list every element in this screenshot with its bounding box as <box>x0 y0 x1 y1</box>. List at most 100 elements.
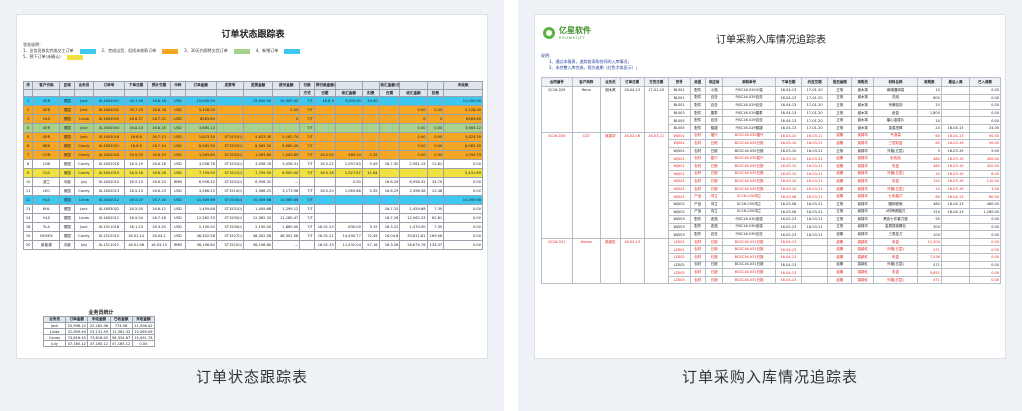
table-cell: SC16-030鸿立 <box>722 199 776 209</box>
table-cell: 16-04-13 <box>774 237 803 247</box>
table-cell <box>272 123 301 133</box>
table-cell: 10 <box>916 101 942 110</box>
column-subheader <box>147 89 171 97</box>
table-cell: 黑色七件套刀座 <box>873 215 918 224</box>
table-cell: 16-02-23 <box>774 222 803 232</box>
table-cell: PJSC16-029百亚 <box>722 101 776 110</box>
table-cell: 16-03-08 <box>774 199 803 209</box>
table-cell: 正常 <box>827 207 853 217</box>
table-cell: PJSC16-029捷泰 <box>722 108 776 118</box>
column-subheader: 收汇金额 <box>399 89 428 97</box>
table-row: 18 YLA 德国 Jack XL1511018 16.1.23 16.3.20 USD 2,1… <box>22 222 483 232</box>
table-cell: 彩盒 <box>873 177 918 186</box>
table-cell: 120 <box>916 207 942 217</box>
table-cell: 美国 <box>59 186 76 196</box>
table-cell: USD <box>170 141 186 151</box>
table-cell: 16.6.20 <box>147 177 171 187</box>
table-cell: Linda <box>74 195 94 205</box>
table-cell: 16.2.20 <box>313 150 336 160</box>
table-cell: 16.04.1 <box>147 231 171 241</box>
table-cell: BL001 <box>667 93 691 103</box>
table-cell: 34.79 <box>426 177 445 187</box>
table-cell: USD <box>170 231 186 241</box>
column-header: 发票金额 <box>242 81 274 90</box>
table-cell: 三层彩盒 <box>873 139 918 148</box>
table-cell: WJ001 <box>667 184 691 194</box>
column-subheader <box>92 89 126 97</box>
table-cell <box>313 195 336 205</box>
table-cell: 14 <box>22 213 34 223</box>
table-cell: 梁颖虹 <box>851 245 875 255</box>
table-cell: 0.00 <box>426 105 445 115</box>
table-cell: 产品 <box>689 192 706 201</box>
table-cell: 16-03-10 <box>774 161 803 171</box>
table-cell: XL1602012 <box>92 213 126 223</box>
table-cell: 11,432.04 <box>334 240 363 250</box>
table-cell: 5,431.69 <box>443 168 483 178</box>
table-cell: 德国 <box>59 222 76 232</box>
table-cell: 33,811.81 <box>399 231 428 241</box>
table-cell: 3,000.00 <box>334 96 363 106</box>
table-cell: 日报 <box>704 245 724 255</box>
table-row: 6 KBK 美国 Candy XL1603001 16.6.6 16.7.14 USD 8,96… <box>22 141 483 151</box>
table-cell: 16.5.18 <box>124 168 149 178</box>
table-cell: 16.3.22 <box>378 222 401 232</box>
table-cell: 480 <box>916 199 942 209</box>
table-cell: LZ003 <box>667 268 691 277</box>
column-subheader <box>32 89 61 97</box>
table-cell: SC16-030鸿立 <box>722 207 776 217</box>
column-header: 合同编号 <box>541 77 573 87</box>
table-cell: PJSC16-029百亚 <box>722 116 776 125</box>
table-cell: ST1530(I) <box>215 222 244 232</box>
table-cell: 16-02-23 <box>774 230 803 239</box>
table-cell <box>334 105 363 115</box>
table-cell: 1,094.79 <box>443 150 483 160</box>
table-row: 1 GER 德国 Jack XL1604001 16.7.28 16.8.18 USD 15,0… <box>22 96 483 106</box>
table-row: 10 波兰 中欧 July XL1602010 16.5.13 16.6.20 RMB 6,95… <box>22 177 483 187</box>
table-cell: 美国 <box>59 159 76 169</box>
table-cell: 7.30 <box>426 204 445 214</box>
table-cell: 正常 <box>827 222 853 232</box>
table-cell: GER <box>32 96 61 106</box>
table-cell <box>361 204 380 214</box>
table-cell: 13 <box>22 204 34 214</box>
table-cell: CON <box>32 150 61 160</box>
column-subheader: 日期 <box>378 89 401 97</box>
table-cell: 16.5.13 <box>124 177 149 187</box>
table-cell: 包材 <box>689 268 706 277</box>
table-cell: NOVEX <box>32 231 61 241</box>
column-subheader <box>170 89 186 97</box>
table-cell <box>334 114 363 124</box>
table-cell: XL1604001 <box>92 96 126 106</box>
column-header: 采购单号 <box>722 77 776 87</box>
table-cell: Candy <box>74 141 94 151</box>
table-cell: 16.5.13 <box>124 186 149 196</box>
table-cell: 18 <box>22 222 34 232</box>
table-cell: 14,490.77 <box>334 231 363 241</box>
table-cell: 中欧 <box>59 177 76 187</box>
table-cell: 16.7.16 <box>147 195 171 205</box>
table-cell: 16-03-10 <box>774 139 803 148</box>
group-contract: SC16-030 <box>541 131 573 239</box>
table-cell: 6,958.32 <box>242 177 274 187</box>
table-cell: 1,069.88 <box>334 186 363 196</box>
table-cell: 50.00 <box>969 131 1001 141</box>
table-cell <box>940 86 971 95</box>
group-odate: 16-02-16 <box>619 131 645 239</box>
table-cell: 3 <box>22 114 34 124</box>
logo-cn: 亿星软件 <box>559 26 591 35</box>
column-header: 供应商 <box>704 77 724 87</box>
table-cell: 10 <box>22 177 34 187</box>
table-cell: 600 <box>916 93 942 103</box>
table-cell: 17-01-20 <box>801 101 829 110</box>
table-cell: 15.00 <box>361 96 380 106</box>
table-cell: 逾期 <box>827 184 853 194</box>
table-cell: 7.35 <box>426 222 445 232</box>
table-cell: 0 <box>272 114 301 124</box>
table-cell: 日报 <box>704 177 724 186</box>
table-cell: 16-03-19 <box>940 184 971 194</box>
table-cell: 0.00 <box>443 240 483 250</box>
table-cell: --- <box>272 177 301 187</box>
table-cell: Jack <box>74 204 94 214</box>
table-cell: 7,536 <box>916 253 942 262</box>
